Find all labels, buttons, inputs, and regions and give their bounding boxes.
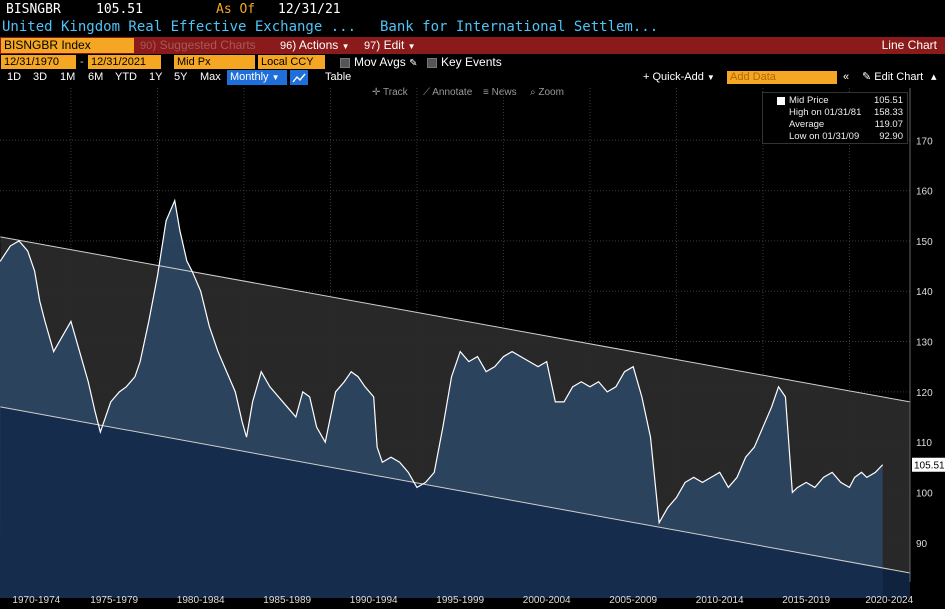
zoom-tool[interactable]: ⌕ Zoom: [530, 87, 564, 98]
data-source: Bank for International Settlem...: [380, 19, 659, 35]
header-row: BISNGBR 105.51 As Of 12/31/21: [0, 0, 945, 18]
frequency-selector[interactable]: Monthly ▼: [227, 70, 287, 85]
x-tick-label: 2010-2014: [696, 595, 744, 606]
security-description: United Kingdom Real Effective Exchange .…: [2, 19, 357, 35]
period-1y[interactable]: 1Y: [149, 71, 163, 83]
period-ytd[interactable]: YTD: [115, 71, 137, 83]
key-events-checkbox[interactable]: [427, 58, 437, 68]
x-tick-label: 1985-1989: [263, 595, 311, 606]
y-tick-label: 170: [916, 136, 933, 147]
x-tick-label: 2020-2024: [865, 595, 913, 606]
y-tick-label: 90: [916, 539, 928, 550]
last-price-tag-label: 105.51: [914, 461, 945, 472]
annotate-icon: ⟋: [423, 87, 430, 98]
period-6m[interactable]: 6M: [88, 71, 104, 83]
description-row: United Kingdom Real Effective Exchange .…: [0, 18, 945, 36]
period-1d[interactable]: 1D: [7, 71, 22, 83]
pencil-icon: ✎: [862, 71, 872, 83]
edit-chart-button[interactable]: ✎ Edit Chart: [862, 71, 924, 83]
annotate-tool[interactable]: ⟋ Annotate: [423, 87, 473, 98]
channel-upper-line: [0, 236, 911, 403]
y-tick-label: 110: [916, 438, 932, 449]
suggested-charts-button[interactable]: 90) Suggested Charts: [140, 38, 256, 52]
zoom-icon: ⌕: [530, 87, 536, 98]
end-date-field[interactable]: 12/31/2021: [88, 55, 161, 69]
field-selector[interactable]: Mid Px: [174, 55, 255, 69]
add-data-input[interactable]: Add Data: [727, 71, 837, 84]
news-icon: ≡: [483, 87, 489, 98]
date-controls-row: 12/31/1970 - 12/31/2021 Mid Px Local CCY…: [0, 55, 945, 70]
x-tick-label: 2005-2009: [609, 595, 657, 606]
period-max[interactable]: Max: [200, 71, 221, 83]
chart-type-label: Line Chart: [881, 38, 937, 52]
y-tick-label: 150: [916, 237, 933, 248]
currency-selector[interactable]: Local CCY: [258, 55, 325, 69]
last-price-tag: 105.51: [912, 457, 945, 472]
x-tick-label: 2000-2004: [523, 595, 571, 606]
legend-average: Average 119.07: [789, 119, 903, 130]
last-price: 105.51: [96, 2, 143, 17]
chart-legend: Mid Price 105.51 High on 01/31/81 158.33…: [762, 92, 908, 144]
y-tick-label: 160: [916, 187, 933, 198]
collapse-icon[interactable]: «: [843, 71, 850, 83]
security-field[interactable]: BISNGBR Index: [1, 38, 134, 53]
channel-lower-line: [0, 406, 911, 574]
x-tick-label: 2015-2019: [782, 595, 830, 606]
y-tick-label: 120: [916, 388, 933, 399]
dropdown-arrow-icon: ▼: [407, 42, 416, 51]
actions-menu[interactable]: 96) Actions ▼: [280, 38, 350, 52]
legend-low: Low on 01/31/09 92.90: [789, 131, 903, 142]
ticker: BISNGBR: [6, 2, 61, 17]
news-tool[interactable]: ≡ News: [483, 87, 517, 98]
legend-series: Mid Price 105.51: [763, 95, 907, 107]
key-events-label[interactable]: Key Events: [441, 55, 502, 69]
channel-floor: [0, 406, 910, 598]
pencil-icon: ✎: [409, 58, 418, 69]
crosshair-icon: ✛: [372, 87, 381, 98]
y-tick-label: 100: [916, 488, 933, 499]
as-of-date: 12/31/21: [278, 2, 341, 17]
x-tick-label: 1995-1999: [436, 595, 484, 606]
x-tick-label: 1975-1979: [90, 595, 138, 606]
period-row: 1D 3D 1M 6M YTD 1Y 5Y Max Monthly ▼ Tabl…: [0, 70, 945, 85]
plus-icon: +: [643, 71, 650, 83]
last-price-tag-bg: [912, 457, 945, 472]
chart-axes: 90 100 110 120 130 140 150 160 170 1970-1974 1975-…: [12, 88, 945, 606]
series-swatch: [777, 97, 785, 105]
x-tick-label: 1980-1984: [177, 595, 225, 606]
as-of-label: As Of: [216, 2, 256, 17]
dropdown-arrow-icon: ▼: [706, 73, 715, 82]
line-chart-icon[interactable]: [290, 70, 308, 85]
mov-avgs-checkbox[interactable]: [340, 58, 350, 68]
function-bar: BISNGBR Index 90) Suggested Charts 96) A…: [0, 37, 945, 54]
table-button[interactable]: Table: [325, 71, 352, 83]
x-tick-label: 1970-1974: [12, 595, 60, 606]
y-tick-label: 140: [916, 287, 933, 298]
start-date-field[interactable]: 12/31/1970: [1, 55, 76, 69]
dropdown-arrow-icon: ▼: [271, 73, 280, 82]
period-1m[interactable]: 1M: [60, 71, 76, 83]
track-tool[interactable]: ✛ Track: [372, 87, 408, 98]
legend-high: High on 01/31/81 158.33: [789, 107, 903, 118]
x-tick-label: 1990-1994: [350, 595, 398, 606]
series-group: [0, 198, 911, 598]
expand-arrow-icon[interactable]: ▴: [931, 71, 937, 83]
edit-menu[interactable]: 97) Edit ▼: [364, 38, 416, 52]
mov-avgs-label[interactable]: Mov Avgs ✎: [354, 55, 418, 69]
series-line: [0, 198, 884, 525]
date-separator: -: [80, 56, 84, 68]
quick-add-button[interactable]: + Quick-Add ▼: [643, 71, 715, 83]
dropdown-arrow-icon: ▼: [341, 42, 350, 51]
period-5y[interactable]: 5Y: [174, 71, 188, 83]
period-3d[interactable]: 3D: [33, 71, 48, 83]
y-tick-label: 130: [916, 338, 933, 349]
